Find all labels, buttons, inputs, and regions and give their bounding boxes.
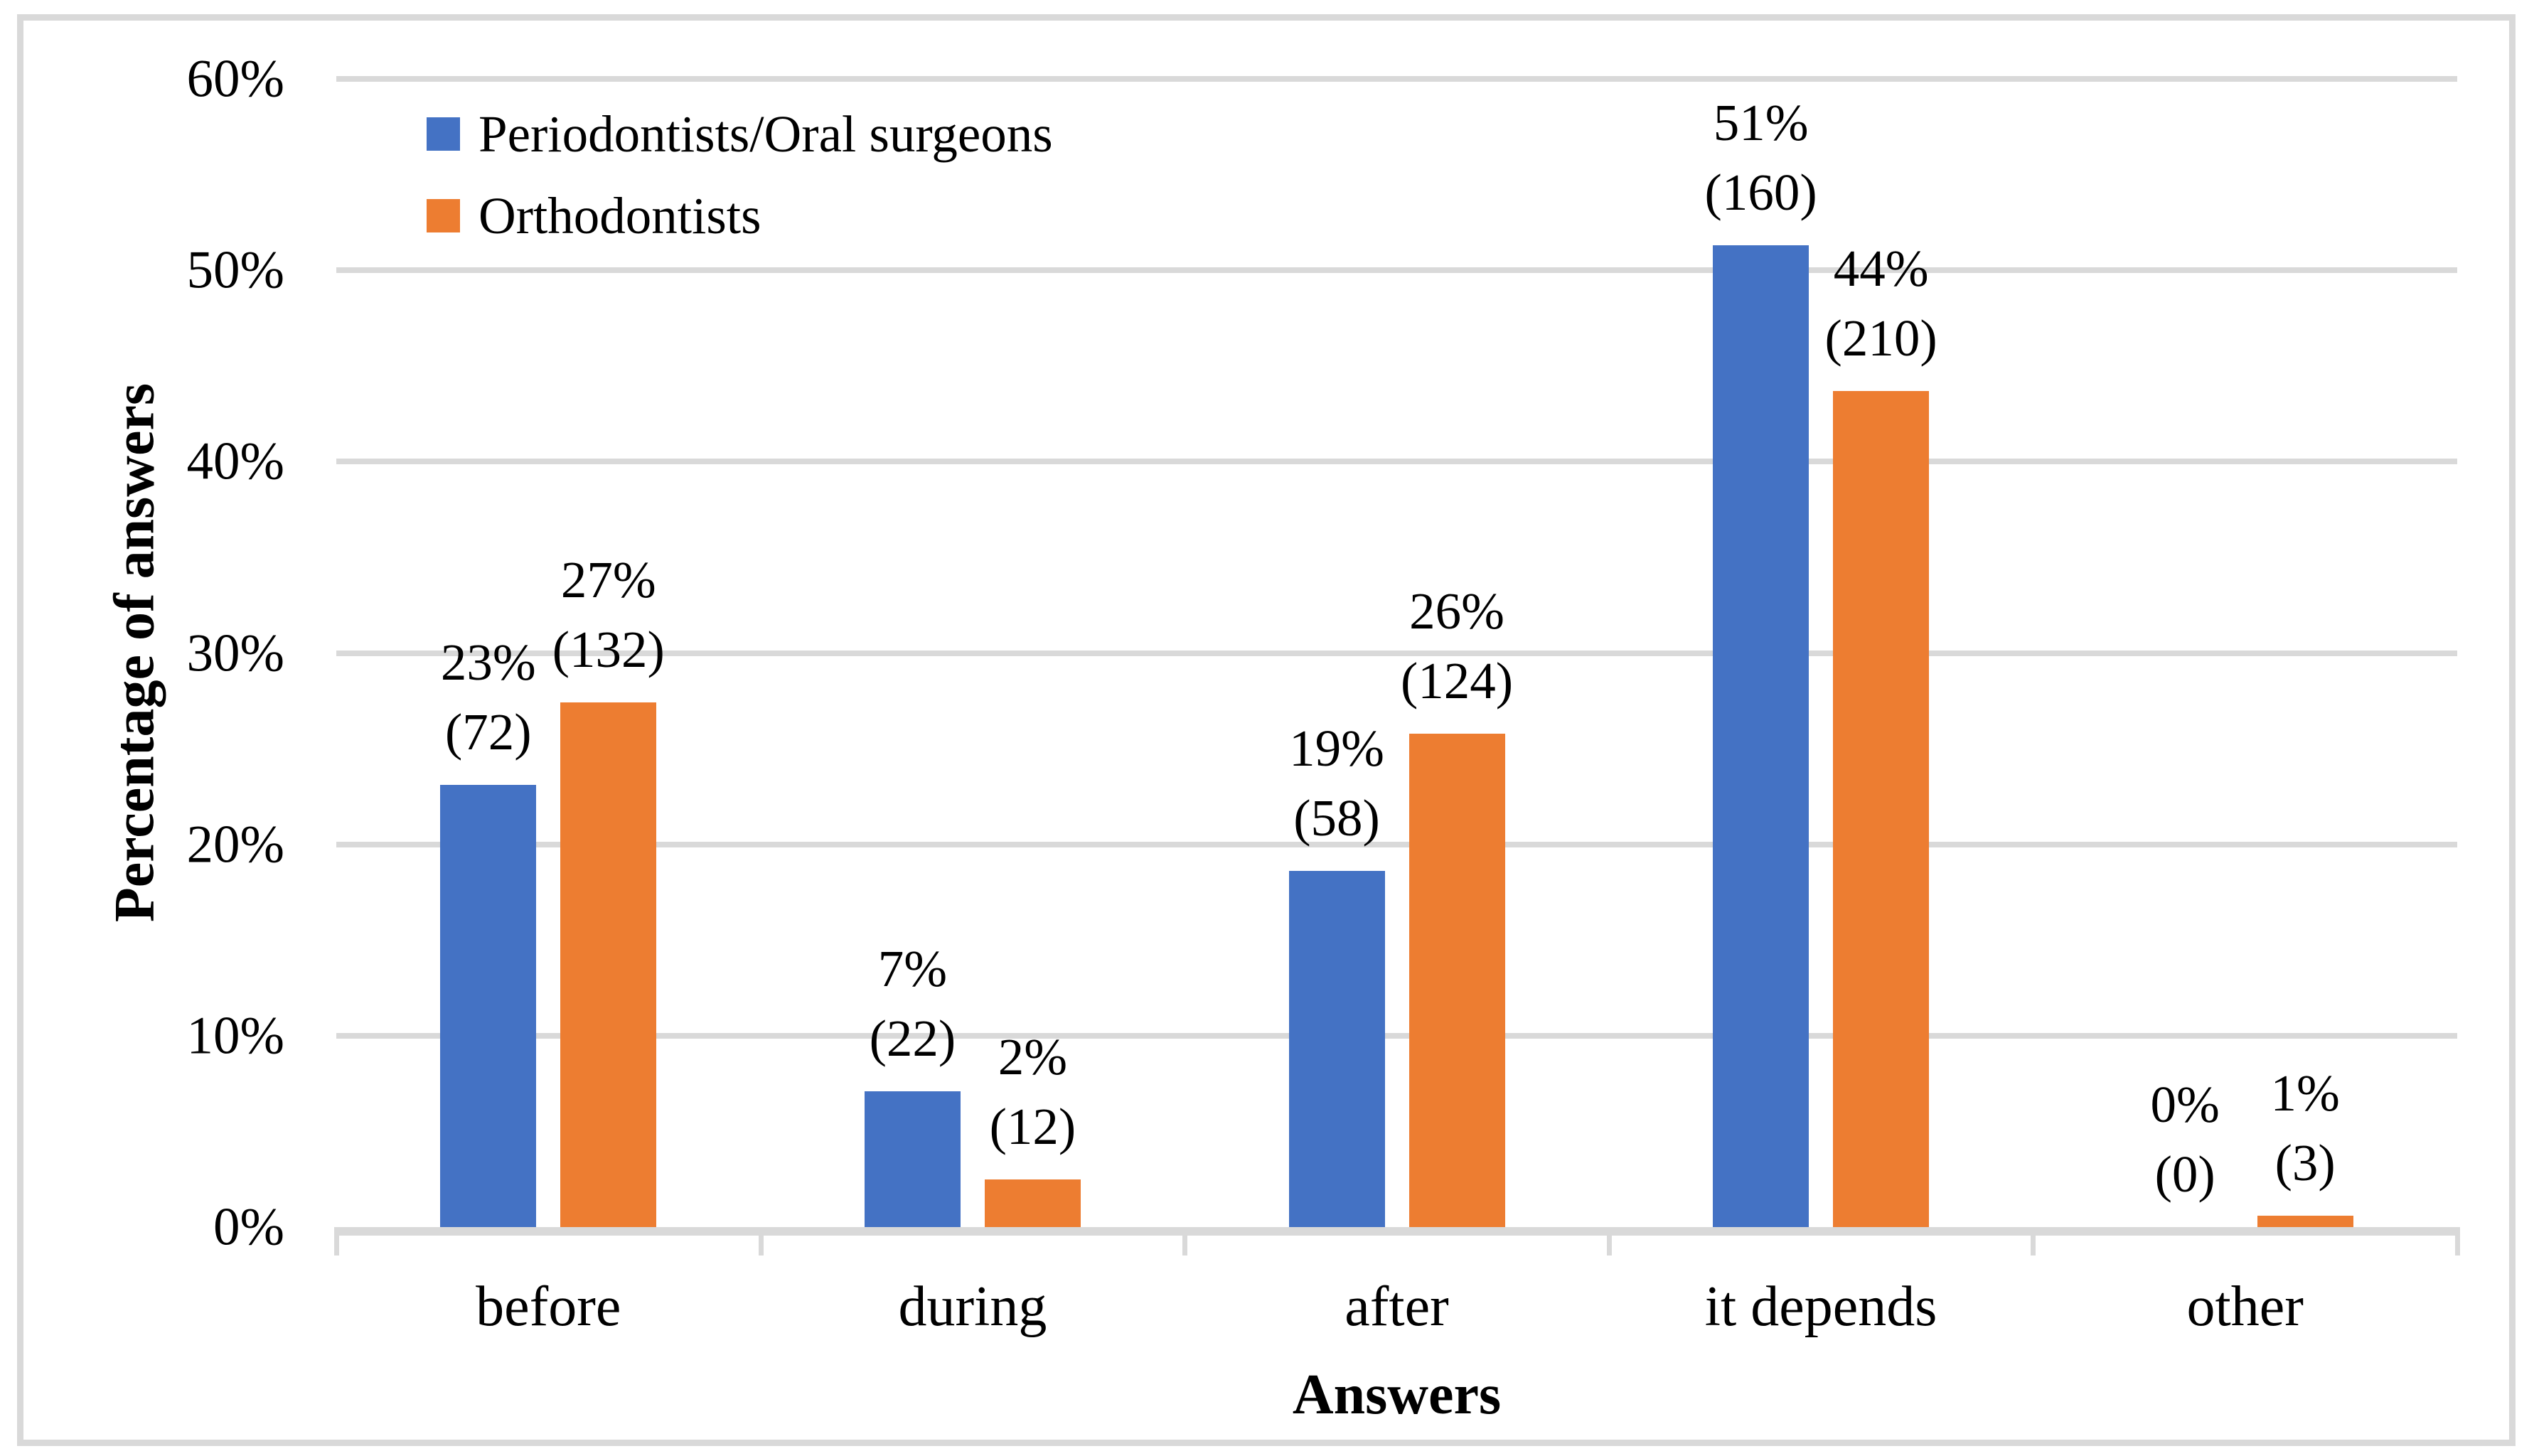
y-tick-label: 10% bbox=[186, 1006, 284, 1066]
gridline bbox=[336, 267, 2457, 274]
bar-count-label: (210) bbox=[1824, 309, 1937, 367]
y-tick-label: 0% bbox=[213, 1197, 284, 1257]
legend-swatch-series2 bbox=[427, 199, 460, 232]
bar-orthodontists-after bbox=[1408, 734, 1505, 1227]
bar-periodontists-oral-surgeons-after bbox=[1288, 871, 1385, 1227]
bar-count-label: (160) bbox=[1704, 164, 1817, 221]
bar-orthodontists-during bbox=[984, 1179, 1081, 1227]
bar-percent-label: 2% bbox=[998, 1028, 1068, 1086]
bar-count-label: (12) bbox=[989, 1098, 1076, 1155]
bar-value-label: 26% (124) bbox=[1336, 577, 1578, 716]
legend: Periodontists/Oral surgeons Orthodontist… bbox=[427, 108, 1053, 281]
x-axis-title: Answers bbox=[1292, 1364, 1502, 1426]
bar-percent-label: 26% bbox=[1409, 582, 1504, 640]
bar-value-label: 44% (210) bbox=[1760, 234, 2002, 373]
category-label-it-depends: it depends bbox=[1704, 1275, 1937, 1338]
bar-value-label: 0% (0) bbox=[2064, 1070, 2306, 1209]
gridline bbox=[336, 841, 2457, 847]
bar-percent-label: 51% bbox=[1713, 94, 1809, 151]
gridline bbox=[336, 650, 2457, 656]
y-tick-label: 60% bbox=[186, 49, 284, 109]
bar-value-label: 27% (132) bbox=[488, 545, 729, 685]
bar-count-label: (3) bbox=[2274, 1134, 2336, 1192]
bar-count-label: (72) bbox=[444, 703, 532, 761]
legend-swatch-series1 bbox=[427, 117, 460, 151]
y-tick-label: 50% bbox=[186, 240, 284, 300]
bar-periodontists-oral-surgeons-during bbox=[864, 1091, 961, 1227]
category-label-before: before bbox=[476, 1275, 621, 1338]
figure-border bbox=[17, 14, 2516, 1446]
legend-item: Periodontists/Oral surgeons bbox=[427, 108, 1053, 160]
bar-count-label: (132) bbox=[552, 621, 665, 678]
x-axis-tick bbox=[758, 1227, 764, 1256]
legend-label-series1: Periodontists/Oral surgeons bbox=[479, 105, 1053, 163]
bar-percent-label: 7% bbox=[877, 940, 948, 997]
bar-value-label: 51% (160) bbox=[1640, 88, 1882, 228]
bar-count-label: (58) bbox=[1293, 789, 1380, 847]
legend-item: Orthodontists bbox=[427, 190, 1053, 242]
bar-value-label: 19% (58) bbox=[1216, 714, 1458, 853]
gridline bbox=[336, 1032, 2457, 1039]
category-label-during: during bbox=[898, 1275, 1047, 1338]
bar-percent-label: 1% bbox=[2270, 1064, 2340, 1122]
bar-orthodontists-before bbox=[560, 702, 657, 1227]
bar-value-label: 23% (72) bbox=[368, 628, 609, 767]
plot-area: 23% (72) 7% (22) 19% (58) 51% (160) 0% (0) 27% (132… bbox=[336, 76, 2457, 1227]
y-tick-label: 40% bbox=[186, 432, 284, 491]
category-label-other: other bbox=[2186, 1275, 2304, 1338]
bar-percent-label: 23% bbox=[440, 633, 536, 691]
bar-count-label: (0) bbox=[2154, 1145, 2215, 1203]
bar-count-label: (22) bbox=[869, 1010, 956, 1067]
bar-value-label: 7% (22) bbox=[791, 934, 1033, 1074]
x-axis-line bbox=[336, 1227, 2457, 1236]
bar-periodontists-oral-surgeons-before bbox=[440, 785, 537, 1227]
y-tick-label: 20% bbox=[186, 815, 284, 874]
legend-label-series2: Orthodontists bbox=[479, 187, 761, 245]
bar-orthodontists-other bbox=[2257, 1216, 2353, 1227]
category-label-after: after bbox=[1344, 1275, 1449, 1338]
y-tick-label: 30% bbox=[186, 623, 284, 682]
x-axis-tick bbox=[2031, 1227, 2036, 1256]
bar-value-label: 2% (12) bbox=[912, 1022, 1153, 1162]
bar-percent-label: 44% bbox=[1833, 240, 1929, 297]
gridline bbox=[336, 76, 2457, 82]
x-axis-tick bbox=[2455, 1227, 2460, 1256]
gridline bbox=[336, 459, 2457, 465]
x-axis-tick bbox=[1182, 1227, 1188, 1256]
bar-percent-label: 27% bbox=[560, 551, 656, 609]
bar-percent-label: 19% bbox=[1289, 719, 1384, 777]
bar-percent-label: 0% bbox=[2150, 1076, 2220, 1133]
bar-value-label: 1% (3) bbox=[2184, 1059, 2426, 1198]
bar-count-label: (124) bbox=[1400, 652, 1514, 710]
bar-periodontists-oral-surgeons-it-depends bbox=[1713, 245, 1809, 1227]
bar-orthodontists-it-depends bbox=[1833, 391, 1930, 1227]
x-axis-tick bbox=[1606, 1227, 1612, 1256]
x-axis-tick bbox=[334, 1227, 339, 1256]
